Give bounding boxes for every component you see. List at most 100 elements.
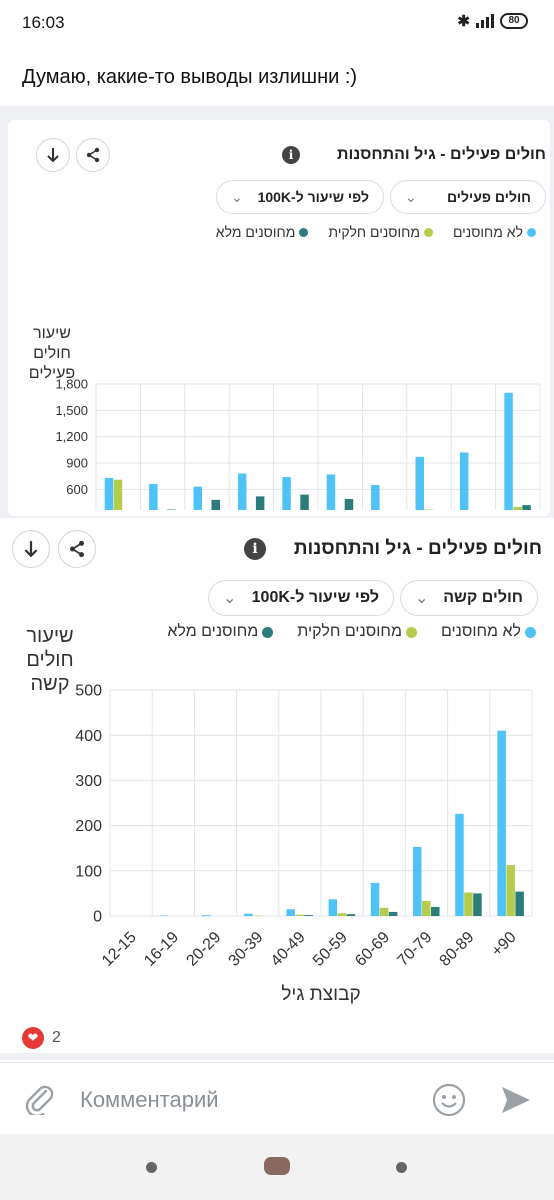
legend-dot [525,626,536,638]
bar[interactable] [370,883,380,916]
info-icon[interactable]: i [244,538,266,560]
bar[interactable] [459,452,469,510]
send-icon[interactable] [500,1085,532,1115]
x-tick-label: 40-49 [268,929,309,970]
category-dropdown-label: חולים פעילים [447,189,531,205]
y-axis-label: חולים [26,649,73,671]
category-dropdown-label: חולים קשה [443,589,523,606]
rate-dropdown[interactable]: לפי שיעור ל-100K ⌄ [208,580,394,616]
bar[interactable] [379,907,389,916]
comment-input[interactable]: Комментарий [80,1087,219,1112]
legend-dot [262,626,274,638]
chart-card-active: חולים פעילים - גיל והתחסנות i חולים פעיל… [8,120,550,516]
bar[interactable] [104,477,114,510]
bar[interactable] [415,456,425,510]
nav-back-button[interactable] [396,1162,407,1173]
nav-home-button[interactable] [264,1157,290,1175]
bar[interactable] [371,484,380,510]
bar[interactable] [326,474,336,510]
bar[interactable] [506,864,515,916]
bar[interactable] [455,813,464,916]
bar[interactable] [202,915,211,916]
chart-legend: לא מחוסנים מחוסנים חלקית מחוסנים מלא [216,224,536,240]
share-icon [70,540,84,558]
x-tick-label: 50-59 [310,929,351,970]
bar[interactable] [431,906,440,916]
bar[interactable] [464,892,473,916]
bar[interactable] [522,505,531,510]
bar[interactable] [422,901,431,916]
info-icon[interactable]: i [282,146,300,164]
download-button[interactable] [12,530,50,568]
download-icon [24,541,38,558]
status-bar: 16:03 ✱ 80 [0,0,554,44]
legend-item-partial: מחוסנים חלקית [297,623,417,641]
bar[interactable] [237,473,247,510]
legend-item-partial: מחוסנים חלקית [328,224,433,240]
chart-title: חולים פעילים - גיל והתחסנות [337,146,546,163]
x-tick-label: 16-19 [141,929,182,970]
chevron-down-icon: ⌄ [405,188,417,205]
y-tick-label: 600 [66,482,88,497]
x-tick-label: +90 [489,929,520,960]
bar[interactable] [504,392,513,510]
y-tick-label: 400 [75,728,102,745]
legend-dot [527,227,536,237]
bar[interactable] [497,730,506,916]
legend-item-unvaccinated: לא מחוסנים [453,224,536,240]
download-button[interactable] [36,138,70,172]
share-button[interactable] [76,138,110,172]
x-tick-label: 70-79 [394,929,435,970]
bar[interactable] [515,891,524,916]
chevron-down-icon: ⌄ [231,188,243,205]
y-axis-label: פעילים [29,364,75,382]
bar[interactable] [346,914,356,916]
bar[interactable] [513,506,522,510]
reaction-heart-button[interactable]: ❤ 2 [22,1027,61,1049]
y-tick-label: 1,200 [55,429,88,444]
chart-title: חולים פעילים - גיל והתחסנות [293,538,542,559]
system-nav-bar [0,1134,554,1200]
legend-item-full: מחוסנים מלא [167,623,274,641]
bar[interactable] [282,477,291,510]
x-tick-label: 20-29 [183,929,224,970]
nav-menu-button[interactable] [146,1162,157,1173]
rate-dropdown-label: לפי שיעור ל-100K [251,589,379,606]
chevron-down-icon: ⌄ [415,590,429,607]
bar[interactable] [244,913,253,916]
bar-chart-severe: 0 100 200 300 400 500 12-15 16-19 20-29 30-39 40-4… [26,625,533,1004]
bar[interactable] [473,893,482,916]
chart-card-severe: חולים פעילים - גיל והתחסנות i חולים קשה … [0,518,554,1053]
x-axis-label: קבוצת גיל [281,984,360,1004]
chart-legend: לא מחוסנים מחוסנים חלקית מחוסנים מלא [167,623,536,641]
bar[interactable] [413,846,422,916]
rate-dropdown[interactable]: לפי שיעור ל-100K ⌄ [216,180,384,214]
paperclip-icon[interactable] [24,1083,54,1115]
chevron-down-icon: ⌄ [223,590,237,607]
bar[interactable] [149,484,158,510]
bar[interactable] [337,913,347,916]
heart-icon: ❤ [22,1027,44,1049]
bar-chart-active: 03006009001,2001,5001,80012-1516-1920-29… [29,325,541,510]
category-dropdown[interactable]: חולים קשה ⌄ [400,580,538,616]
bar[interactable] [255,496,265,510]
download-icon [47,148,59,163]
bar[interactable] [286,909,295,916]
y-axis-label: קשה [30,673,69,695]
category-dropdown[interactable]: חולים פעילים ⌄ [390,180,546,214]
bar[interactable] [113,479,123,510]
status-time: 16:03 [22,13,65,32]
emoji-icon[interactable] [432,1083,466,1117]
y-tick-label: 200 [75,818,102,835]
legend-item-full: מחוסנים מלא [216,224,309,240]
bar[interactable] [295,914,304,916]
bar[interactable] [328,899,338,916]
bar[interactable] [300,494,309,510]
bar[interactable] [304,915,313,916]
bar[interactable] [344,498,354,510]
bar[interactable] [388,911,398,916]
bar[interactable] [193,486,203,510]
share-button[interactable] [58,530,96,568]
y-tick-label: 900 [66,456,88,471]
bar[interactable] [211,499,221,510]
